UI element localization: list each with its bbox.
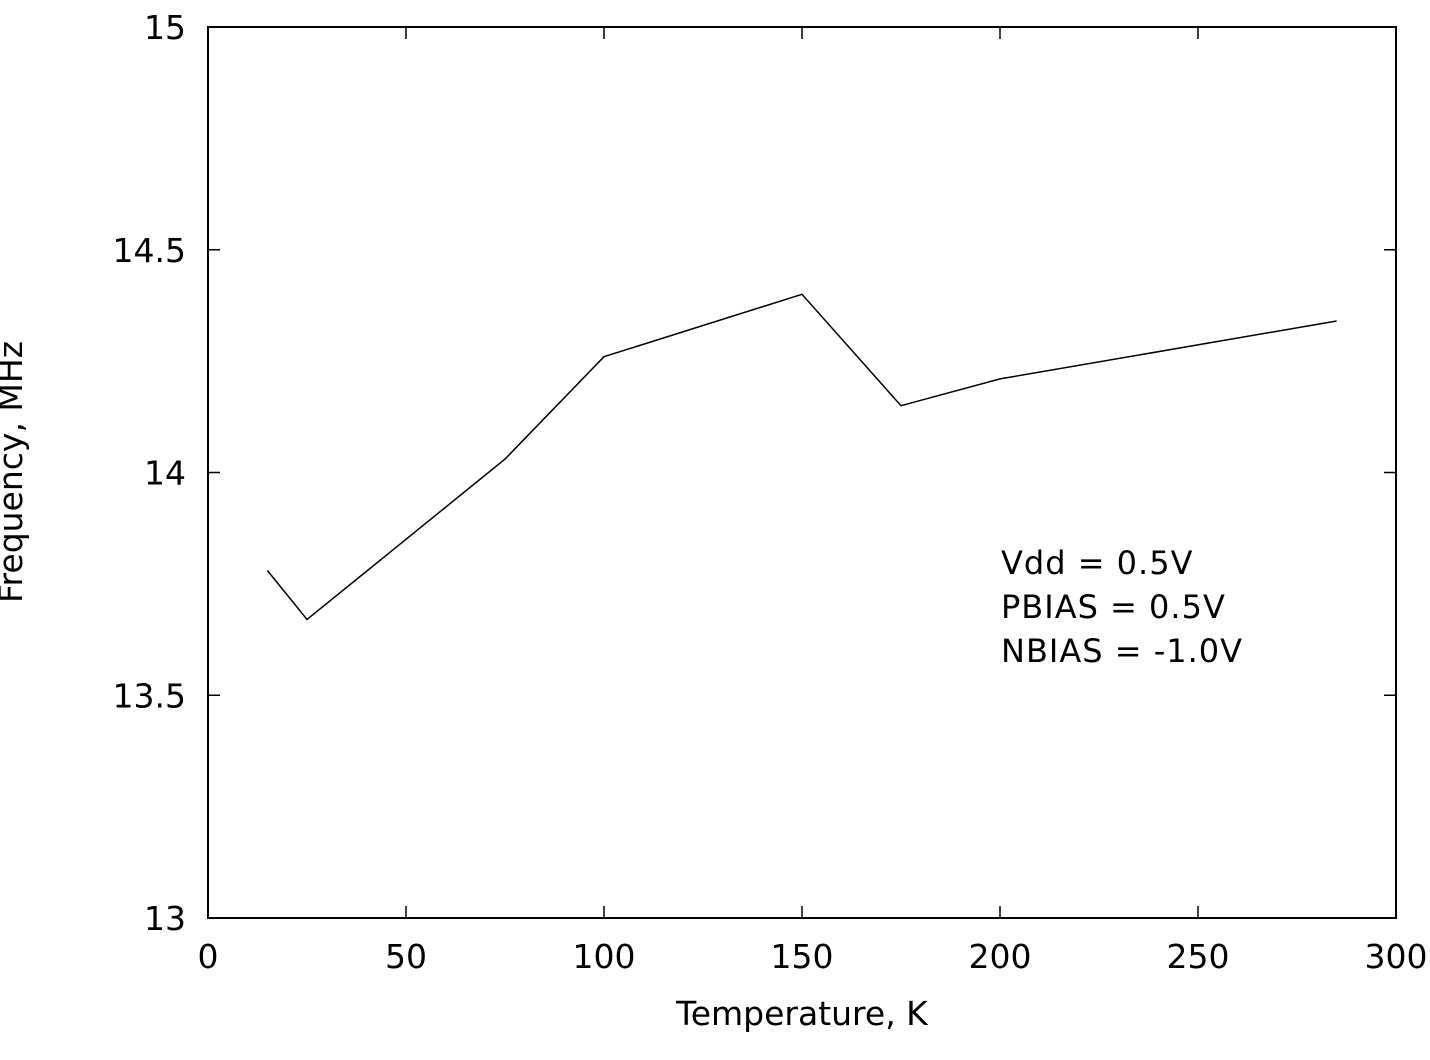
y-tick-labels: 13 13.5 14 14.5 15 [113,8,186,938]
annotation-nbias: NBIAS = -1.0V [1001,632,1243,670]
plot-frame [207,26,1397,919]
annotation-vdd: Vdd = 0.5V [1001,544,1193,582]
x-axis-label: Temperature, K [675,994,929,1033]
x-tick-label: 200 [969,937,1032,976]
x-tick-label: 50 [385,937,427,976]
y-tick-label: 14 [144,454,186,493]
x-tick-label: 300 [1365,937,1428,976]
y-axis-label: Frequency, MHz [0,341,30,603]
axis-ticks [208,27,1396,918]
y-tick-label: 13 [144,899,186,938]
annotation-pbias: PBIAS = 0.5V [1001,588,1226,626]
x-tick-labels: 0 50 100 150 200 250 300 [198,937,1428,976]
y-tick-label: 13.5 [113,676,186,715]
y-tick-label: 15 [144,8,186,47]
x-tick-label: 100 [573,937,636,976]
y-tick-label: 14.5 [113,231,186,270]
x-tick-label: 250 [1167,937,1230,976]
series-line [266,293,1337,621]
x-tick-label: 0 [198,937,219,976]
x-tick-label: 150 [771,937,834,976]
